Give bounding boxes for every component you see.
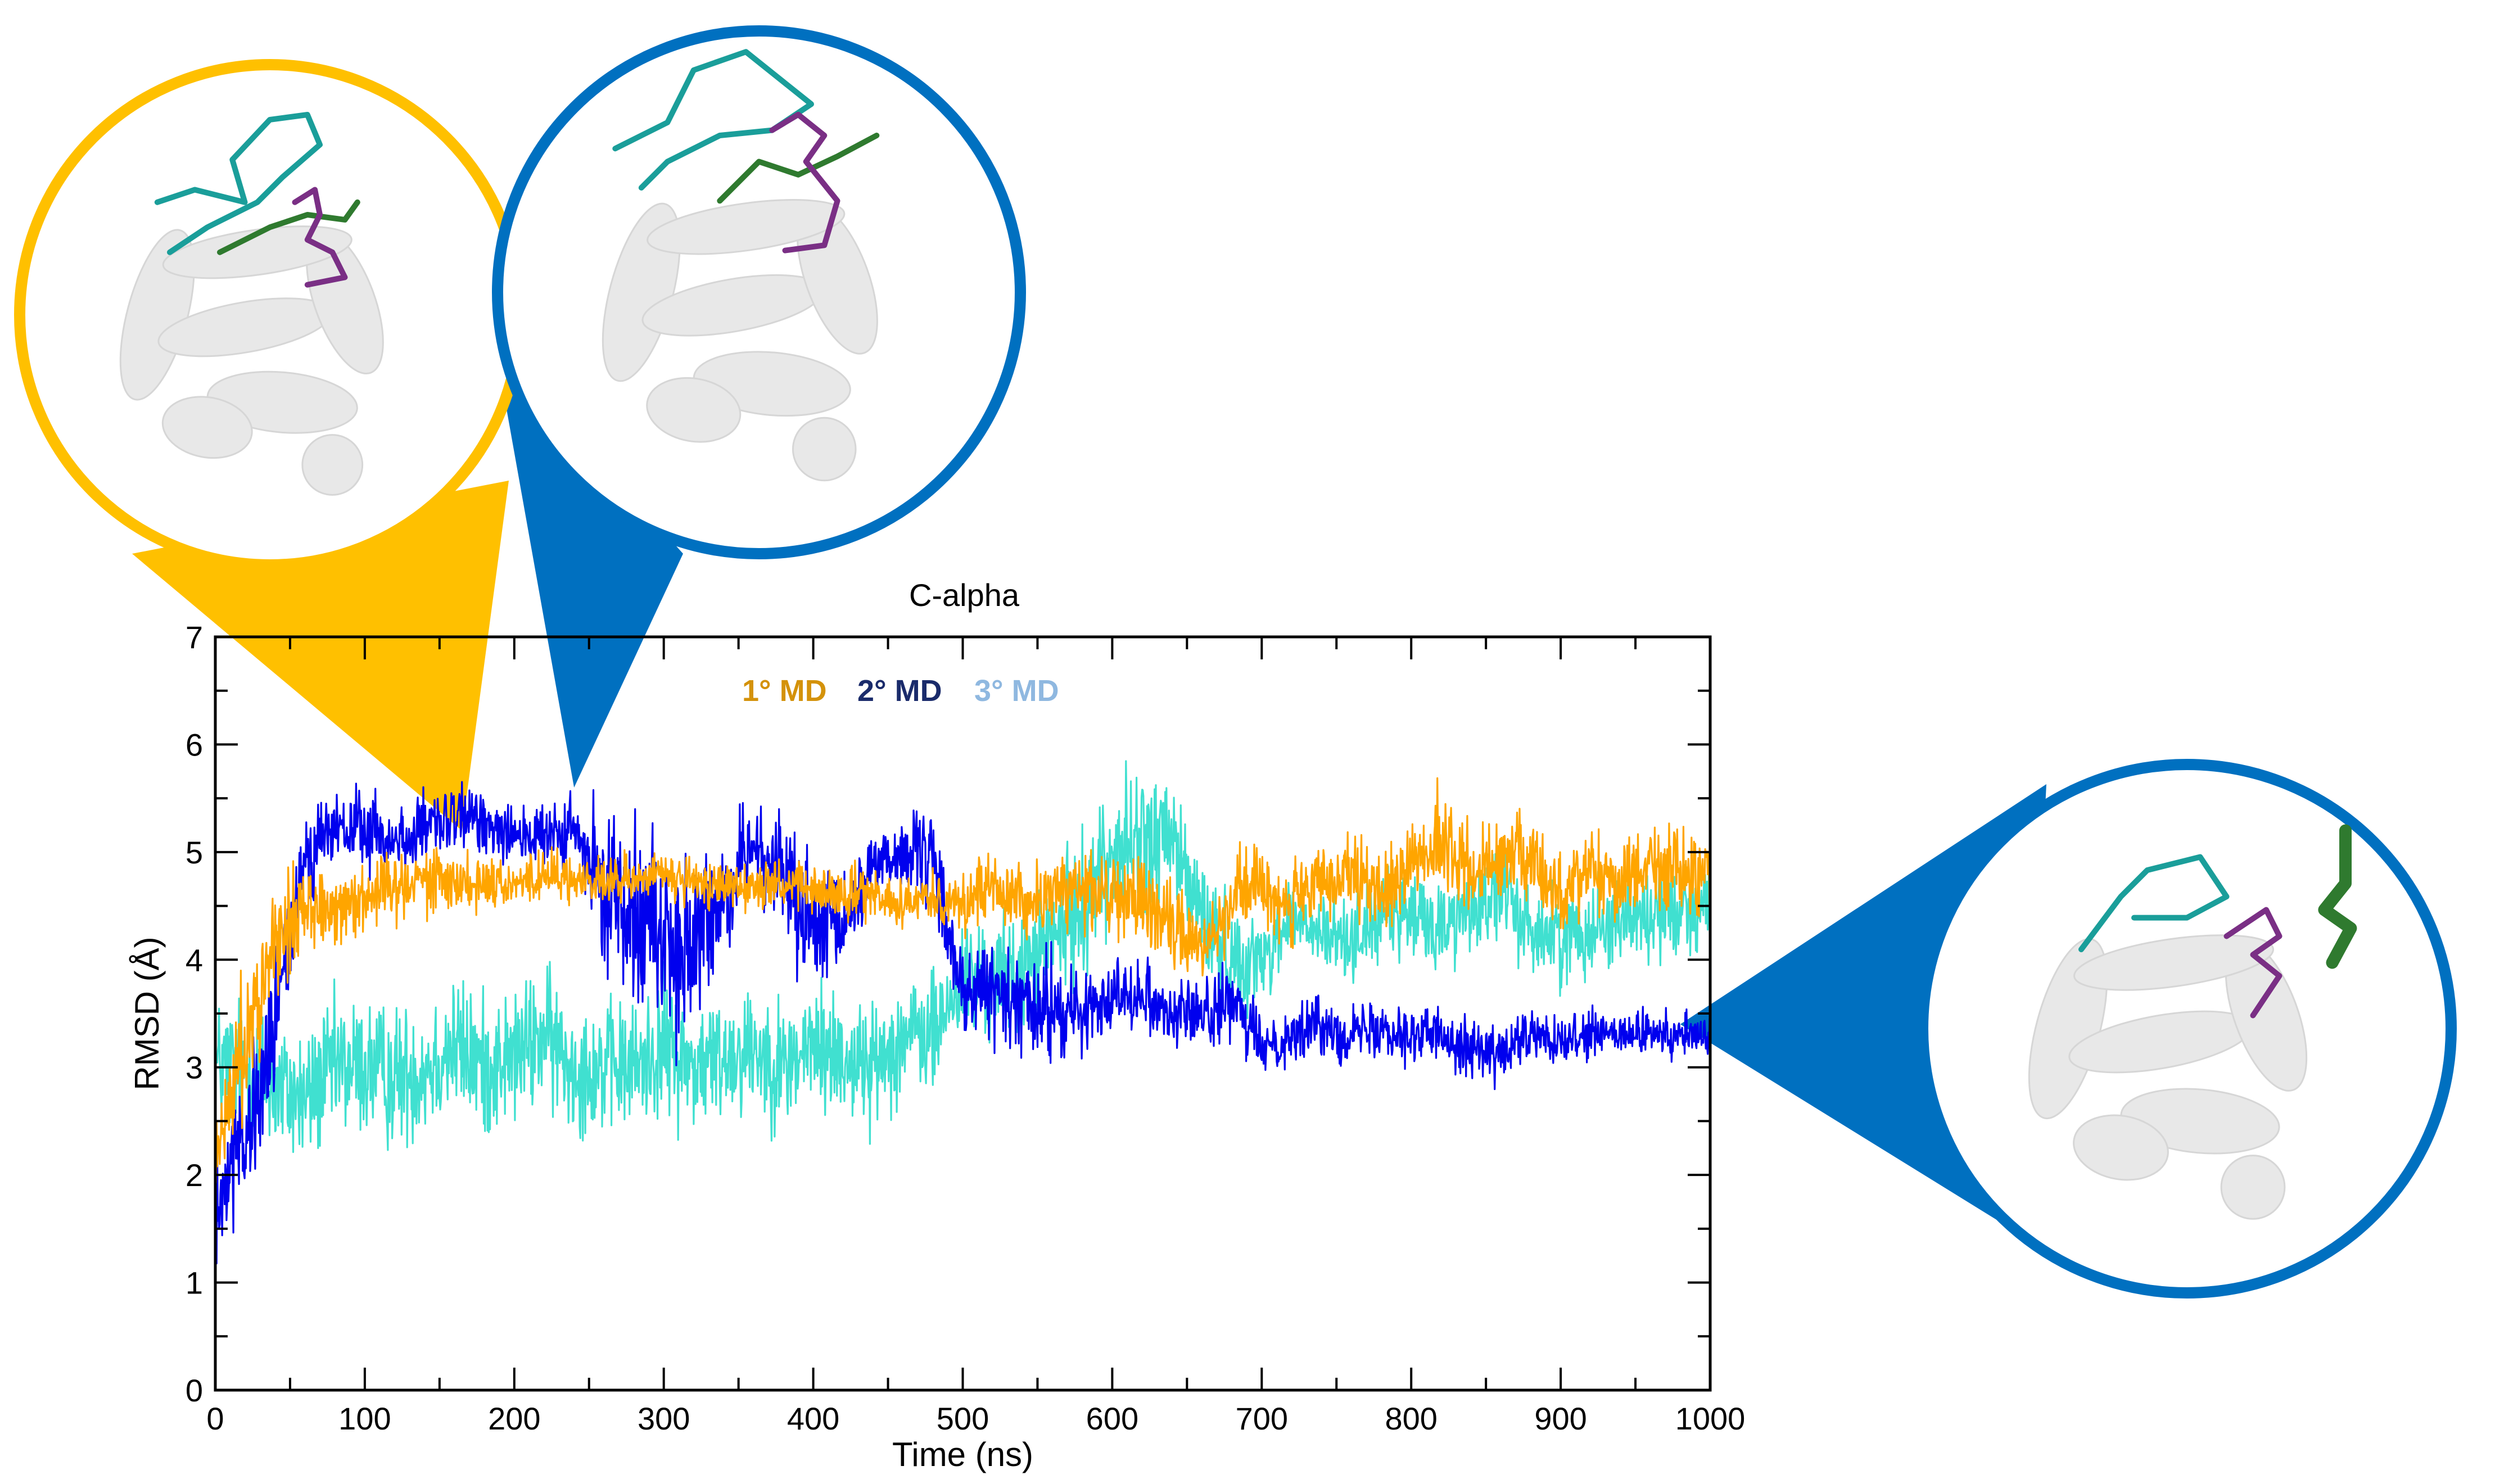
x-tick-label: 1000 — [1675, 1401, 1746, 1436]
x-tick-label: 600 — [1086, 1401, 1138, 1436]
x-tick-label: 300 — [638, 1401, 690, 1436]
series-line-1md — [214, 777, 1711, 1184]
loop-purple — [292, 187, 348, 288]
protein-helix — [301, 434, 364, 496]
loop-green — [217, 199, 360, 255]
x-tick-label: 0 — [206, 1401, 224, 1436]
protein-cartoon — [2028, 934, 2308, 1220]
loop-teal — [154, 112, 323, 255]
structure-insets — [14, 25, 2457, 1298]
protein-helix — [161, 396, 253, 459]
x-tick-label: 800 — [1385, 1401, 1437, 1436]
y-tick-label: 3 — [186, 1050, 203, 1085]
y-tick-label: 6 — [186, 727, 203, 762]
protein-helix — [792, 417, 857, 482]
protein-helix — [2073, 934, 2274, 991]
ticks-layer — [214, 636, 1711, 1391]
tick-labels: 0 100 200 300 400 500 600 700 800 900 1000 0 1 2 3 4 5 6 7 — [186, 619, 1745, 1436]
loop-purple — [2223, 907, 2282, 1019]
loop-purple — [769, 111, 840, 254]
helix-green — [2318, 824, 2357, 969]
x-tick-label: 700 — [1236, 1401, 1288, 1436]
protein-helix — [2073, 1114, 2169, 1181]
loop-green — [717, 133, 880, 204]
y-axis-title: RMSD (Å) — [128, 936, 166, 1090]
y-tick-label: 7 — [186, 619, 203, 655]
chart-title: C-alpha — [909, 577, 1020, 613]
legend-entry-2md: 2° MD — [857, 674, 942, 708]
protein-helix — [647, 199, 846, 255]
series-line-2md — [214, 781, 1711, 1265]
x-tick-label: 100 — [338, 1401, 391, 1436]
y-tick-label: 1 — [186, 1265, 203, 1301]
protein-helix — [2220, 1155, 2286, 1220]
series-line-3md — [214, 760, 1711, 1153]
legend: 1° MD 2° MD 3° MD — [742, 674, 1059, 708]
protein-helix — [162, 225, 352, 279]
loop-teal — [612, 49, 814, 191]
inset-structure-2 — [492, 25, 1026, 559]
x-axis-title: Time (ns) — [892, 1436, 1033, 1473]
series-layer — [214, 760, 1711, 1265]
protein-helix — [646, 377, 742, 443]
plot-area: 0 100 200 300 400 500 600 700 800 900 1000 0 1 2 3 4 5 6 7 — [186, 619, 1745, 1436]
x-tick-label: 400 — [787, 1401, 839, 1436]
loop-teal — [2078, 854, 2230, 952]
y-tick-label: 5 — [186, 835, 203, 870]
x-tick-label: 900 — [1534, 1401, 1587, 1436]
y-tick-label: 2 — [186, 1157, 203, 1193]
y-tick-label: 0 — [186, 1373, 203, 1408]
protein-cartoon — [119, 225, 384, 496]
x-tick-label: 500 — [937, 1401, 989, 1436]
inset-structure-3 — [1917, 759, 2457, 1298]
legend-entry-3md: 3° MD — [974, 674, 1059, 708]
callout-pointer-1 — [132, 481, 509, 831]
callout-pointer-2 — [495, 343, 683, 788]
y-tick-label: 4 — [186, 942, 203, 978]
x-tick-label: 200 — [488, 1401, 540, 1436]
protein-cartoon — [602, 199, 878, 482]
inset-structure-1 — [14, 59, 526, 571]
legend-entry-1md: 1° MD — [742, 674, 827, 708]
